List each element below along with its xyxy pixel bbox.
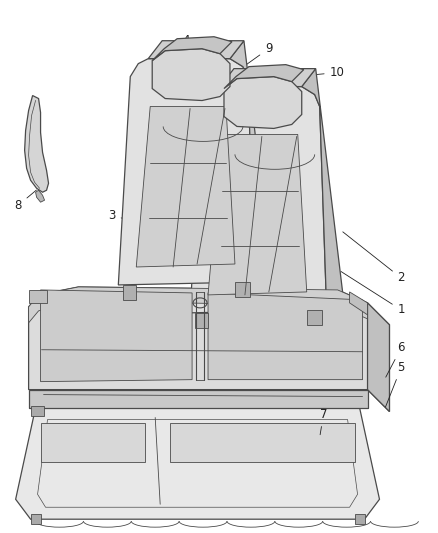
Text: 10: 10 <box>275 66 345 79</box>
Polygon shape <box>220 69 316 86</box>
Polygon shape <box>230 41 271 282</box>
Polygon shape <box>152 49 230 101</box>
Polygon shape <box>25 95 49 192</box>
Polygon shape <box>208 293 363 379</box>
Polygon shape <box>28 287 367 323</box>
Polygon shape <box>355 514 364 524</box>
Polygon shape <box>367 303 389 411</box>
Polygon shape <box>28 390 367 408</box>
Polygon shape <box>195 313 208 328</box>
Polygon shape <box>28 287 389 411</box>
Polygon shape <box>350 292 367 315</box>
Text: 3: 3 <box>108 208 152 227</box>
Text: 4: 4 <box>182 34 190 54</box>
Polygon shape <box>41 423 145 462</box>
Polygon shape <box>35 190 45 202</box>
Text: 8: 8 <box>14 190 36 212</box>
Polygon shape <box>208 134 307 295</box>
Text: 2: 2 <box>343 232 405 285</box>
Polygon shape <box>152 37 232 61</box>
Polygon shape <box>16 408 379 519</box>
Polygon shape <box>224 64 304 88</box>
Polygon shape <box>31 514 41 524</box>
Polygon shape <box>118 59 255 285</box>
Text: 6: 6 <box>386 341 405 377</box>
Polygon shape <box>170 423 355 462</box>
Polygon shape <box>307 310 321 325</box>
Polygon shape <box>302 69 343 310</box>
Polygon shape <box>41 290 192 382</box>
Polygon shape <box>124 285 136 300</box>
Polygon shape <box>31 406 43 416</box>
Polygon shape <box>235 282 250 297</box>
Text: 9: 9 <box>240 42 272 69</box>
Polygon shape <box>136 107 235 267</box>
Polygon shape <box>190 86 327 313</box>
Text: 5: 5 <box>385 361 405 407</box>
Text: 1: 1 <box>341 271 405 317</box>
Polygon shape <box>224 77 302 128</box>
Polygon shape <box>148 41 244 59</box>
Text: 7: 7 <box>320 408 327 435</box>
Polygon shape <box>28 290 46 303</box>
